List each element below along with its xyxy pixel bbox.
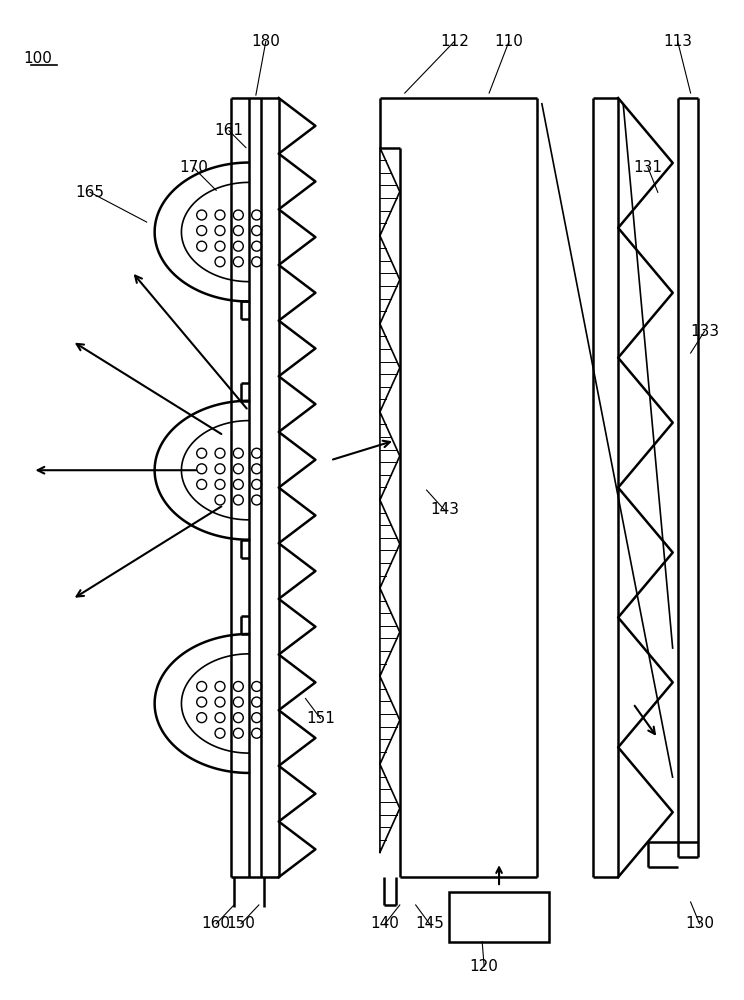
Text: 165: 165 (76, 185, 105, 200)
Bar (449, 892, 548, 942)
Text: 140: 140 (371, 916, 400, 931)
Text: 151: 151 (306, 711, 335, 726)
Text: 143: 143 (430, 502, 459, 517)
Text: 130: 130 (685, 916, 714, 931)
Text: 145: 145 (415, 916, 444, 931)
Text: 161: 161 (214, 123, 243, 138)
Text: 131: 131 (633, 160, 662, 175)
Text: 112: 112 (440, 34, 469, 49)
Text: 100: 100 (23, 51, 52, 66)
Text: 110: 110 (495, 34, 524, 49)
Text: 160: 160 (202, 916, 231, 931)
Text: 133: 133 (690, 324, 719, 339)
Text: 120: 120 (469, 959, 498, 974)
Text: 113: 113 (663, 34, 692, 49)
Text: 180: 180 (251, 34, 280, 49)
Text: 150: 150 (227, 916, 255, 931)
Text: 170: 170 (179, 160, 208, 175)
